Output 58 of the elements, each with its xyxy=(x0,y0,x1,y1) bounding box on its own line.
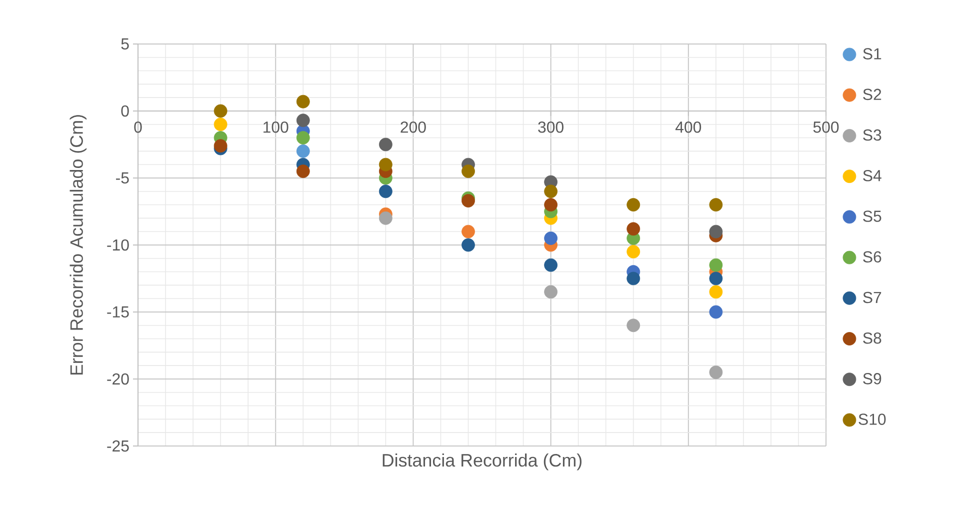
point xyxy=(296,94,310,108)
y-tick-label: -5 xyxy=(116,172,129,184)
legend-label: S3 xyxy=(863,129,882,141)
point xyxy=(462,224,475,238)
point xyxy=(626,198,640,212)
point xyxy=(296,144,310,158)
point xyxy=(296,164,310,178)
y-axis-title: Error Recorrido Acumulado (Cm) xyxy=(70,115,86,375)
legend-label: S5 xyxy=(863,210,882,222)
legend-label: S4 xyxy=(863,170,882,182)
legend-label: S6 xyxy=(863,251,882,263)
y-tick-label: -15 xyxy=(107,306,129,318)
x-tick-label: 500 xyxy=(813,122,839,133)
point xyxy=(709,198,723,212)
x-tick-label: 200 xyxy=(400,122,426,133)
point xyxy=(214,139,228,153)
point xyxy=(709,285,723,299)
point xyxy=(462,238,475,252)
legend-label: S7 xyxy=(863,292,882,304)
point xyxy=(378,158,392,172)
point xyxy=(214,118,228,132)
legend-label: S10 xyxy=(858,414,886,425)
point xyxy=(544,232,558,245)
y-tick-label: -20 xyxy=(107,373,129,385)
point xyxy=(462,194,475,208)
point xyxy=(626,244,640,258)
legend-label: S8 xyxy=(863,332,882,344)
point xyxy=(626,272,640,286)
point xyxy=(544,198,558,212)
y-tick-label: 5 xyxy=(121,38,129,50)
point xyxy=(626,318,640,332)
point xyxy=(709,305,723,319)
point xyxy=(378,138,392,152)
point xyxy=(378,211,392,225)
point xyxy=(296,114,310,128)
point xyxy=(462,164,475,178)
y-tick-label: -25 xyxy=(107,440,129,452)
point xyxy=(544,285,558,299)
legend-label: S1 xyxy=(863,48,882,60)
point xyxy=(626,222,640,236)
legend-label: S9 xyxy=(863,373,882,384)
point xyxy=(709,258,723,272)
x-tick-label: 300 xyxy=(538,122,564,133)
point xyxy=(296,131,310,144)
x-tick-label: 0 xyxy=(134,122,142,133)
x-axis-title: Distancia Recorrida (Cm) xyxy=(382,454,582,470)
point xyxy=(709,366,723,379)
point xyxy=(378,184,392,198)
point xyxy=(544,184,558,198)
point xyxy=(214,104,228,118)
point xyxy=(709,272,723,286)
x-tick-label: 100 xyxy=(264,122,288,133)
point xyxy=(544,258,558,272)
x-tick-label: 400 xyxy=(675,122,702,133)
legend-label: S2 xyxy=(863,88,882,100)
y-tick-label: -10 xyxy=(107,239,129,251)
point xyxy=(709,224,723,238)
y-tick-label: 0 xyxy=(121,105,129,117)
